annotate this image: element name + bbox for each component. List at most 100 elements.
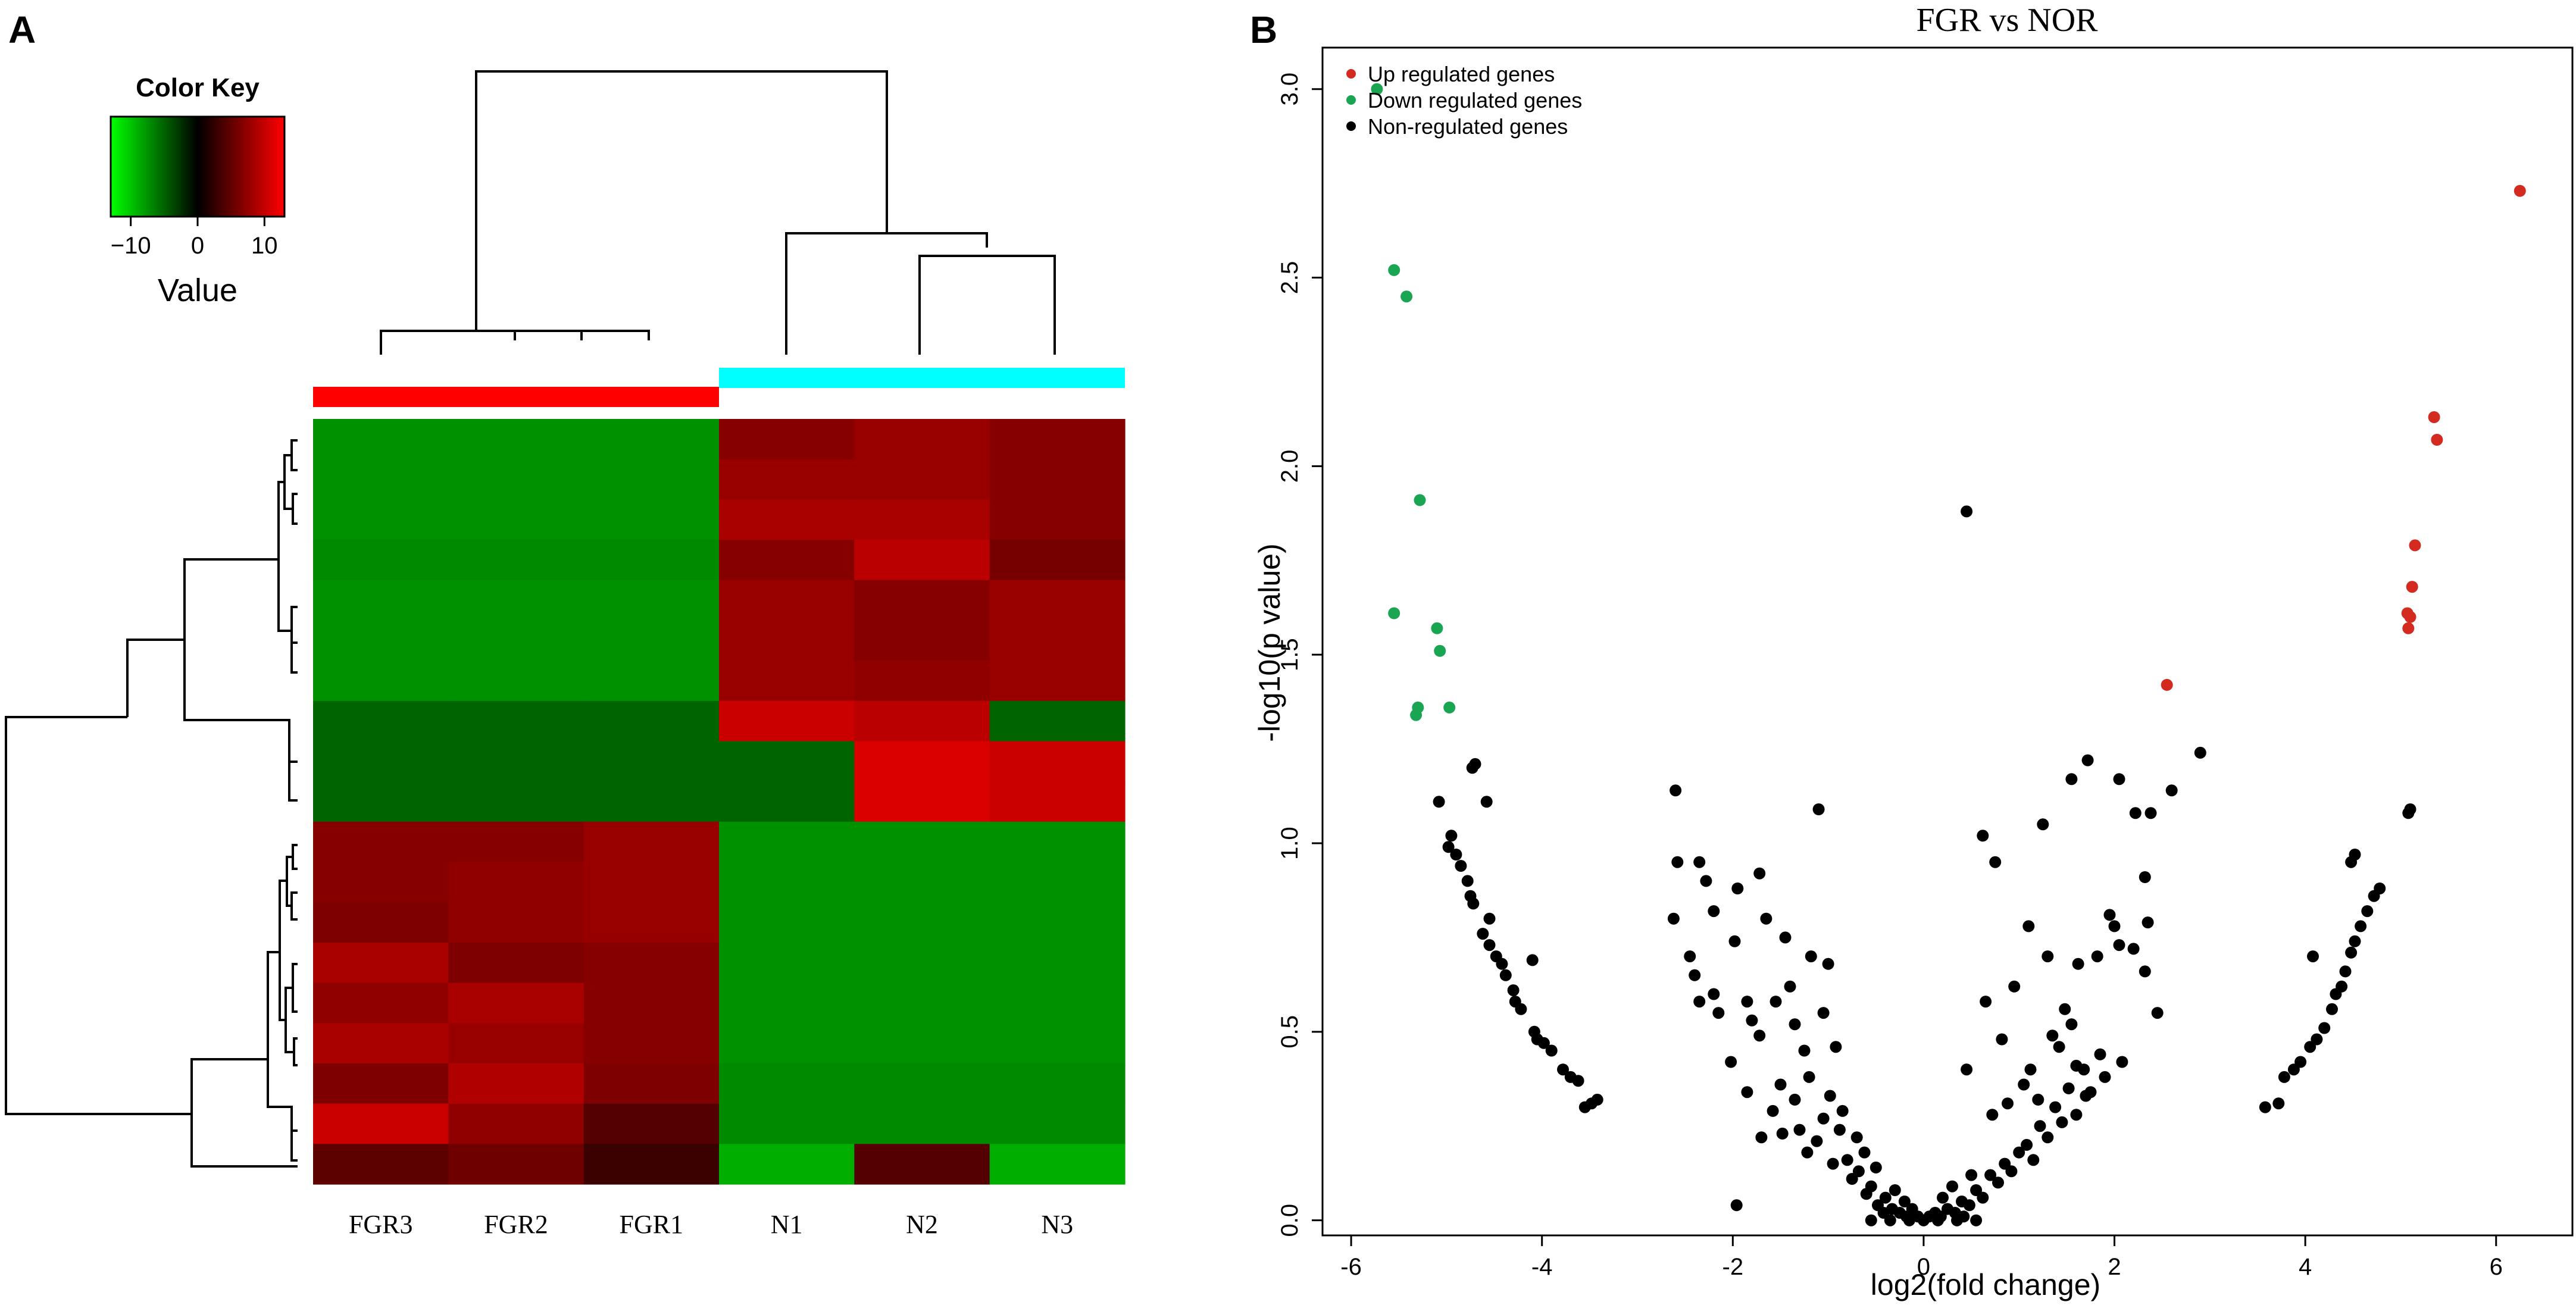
heatmap-cell bbox=[448, 620, 584, 661]
column-dendrogram bbox=[380, 70, 1056, 355]
non-gene-point bbox=[2374, 883, 2386, 894]
non-gene-point bbox=[1557, 1063, 1569, 1076]
heatmap-cell bbox=[448, 821, 584, 863]
color-key: Color Key −10 0 10 Value bbox=[110, 73, 286, 308]
non-gene-point bbox=[1755, 1131, 1768, 1144]
heatmap-cell bbox=[719, 459, 855, 500]
heatmap-cell bbox=[854, 1023, 990, 1064]
x-tick-label: 6 bbox=[2490, 1254, 2503, 1280]
non-gene-point bbox=[1670, 784, 1682, 797]
non-gene-point bbox=[1852, 1165, 1865, 1178]
heatmap-cell bbox=[989, 620, 1126, 661]
non-gene-point bbox=[1708, 905, 1720, 918]
non-gene-point bbox=[2046, 1029, 2059, 1042]
heatmap-cell bbox=[989, 1023, 1126, 1064]
heatmap-cell bbox=[854, 942, 990, 984]
non-gene-point bbox=[1798, 1044, 1811, 1057]
x-tick-label: 4 bbox=[2299, 1254, 2312, 1280]
non-gene-point bbox=[1977, 1191, 1989, 1204]
non-gene-point bbox=[2065, 773, 2078, 786]
y-tick-label: 1.5 bbox=[1277, 638, 1303, 671]
non-gene-point bbox=[2142, 916, 2154, 929]
non-gene-point bbox=[1774, 1078, 1787, 1091]
non-gene-point bbox=[1865, 1180, 1877, 1193]
up-gene-point bbox=[2404, 611, 2416, 623]
non-gene-point bbox=[2062, 1082, 2075, 1094]
volcano-points bbox=[1371, 83, 2526, 1226]
x-tick-label: 2 bbox=[2108, 1254, 2121, 1280]
heatmap-cell bbox=[989, 862, 1126, 903]
non-gene-point bbox=[2078, 1063, 2090, 1076]
non-gene-point bbox=[2005, 1165, 2018, 1178]
heatmap-cell bbox=[719, 499, 855, 540]
heatmap-cell bbox=[583, 781, 720, 822]
non-gene-point bbox=[1932, 1214, 1944, 1226]
heatmap-cell bbox=[448, 1063, 584, 1104]
non-gene-point bbox=[1865, 1214, 1877, 1226]
legend-label-up: Up regulated genes bbox=[1368, 62, 1555, 86]
y-axis-label: -log10(p value) bbox=[1253, 543, 1286, 742]
down-gene-point bbox=[1371, 83, 1383, 95]
heatmap-cell bbox=[719, 1144, 855, 1185]
heatmap-cell bbox=[583, 540, 720, 581]
non-gene-point bbox=[1801, 1146, 1814, 1159]
non-gene-point bbox=[1812, 803, 1825, 815]
non-gene-point bbox=[1977, 830, 1989, 842]
heatmap-cell bbox=[313, 1023, 449, 1064]
non-gene-point bbox=[1455, 860, 1467, 872]
non-gene-point bbox=[2094, 1048, 2106, 1060]
non-gene-point bbox=[1889, 1184, 1901, 1196]
heatmap-cell bbox=[448, 1103, 584, 1144]
non-gene-point bbox=[1827, 1157, 1839, 1170]
heatmap-cell bbox=[989, 700, 1126, 742]
heatmap-cell bbox=[854, 862, 990, 903]
non-gene-point bbox=[1789, 1018, 1801, 1031]
non-gene-point bbox=[2259, 1101, 2271, 1113]
heatmap-cell bbox=[313, 942, 449, 984]
heatmap-cell bbox=[989, 419, 1126, 460]
non-gene-point bbox=[2103, 909, 2116, 921]
heatmap-cell bbox=[313, 459, 449, 500]
heatmap-cells bbox=[313, 419, 1126, 1185]
non-gene-point bbox=[1725, 1056, 1737, 1068]
non-gene-point bbox=[1836, 1104, 1849, 1117]
non-gene-point bbox=[1965, 1169, 1978, 1181]
non-gene-point bbox=[2311, 1033, 2323, 1046]
heatmap-cell bbox=[448, 942, 584, 984]
non-gene-point bbox=[2018, 1078, 2030, 1091]
non-gene-point bbox=[2024, 1063, 2037, 1076]
non-gene-point bbox=[2072, 957, 2084, 970]
non-gene-point bbox=[1496, 957, 1508, 970]
non-gene-point bbox=[1833, 1124, 1846, 1136]
up-gene-point bbox=[2161, 678, 2173, 691]
color-key-value-label: Value bbox=[158, 273, 237, 308]
down-gene-point bbox=[1431, 622, 1443, 634]
heatmap-cell bbox=[448, 419, 584, 460]
down-gene-point bbox=[1400, 290, 1413, 303]
heatmap-cell bbox=[854, 620, 990, 661]
non-gene-point bbox=[2349, 935, 2361, 947]
non-gene-point bbox=[2194, 746, 2206, 759]
non-gene-point bbox=[1515, 1003, 1527, 1015]
non-gene-point bbox=[1817, 1112, 1830, 1125]
heatmap-cell bbox=[854, 661, 990, 702]
non-gene-point bbox=[2049, 1101, 2062, 1113]
non-gene-point bbox=[2056, 1116, 2068, 1128]
heatmap-cell bbox=[448, 459, 584, 500]
heatmap-cell bbox=[583, 982, 720, 1024]
heatmap-cell bbox=[448, 1023, 584, 1064]
non-gene-point bbox=[2278, 1071, 2290, 1083]
non-gene-point bbox=[2361, 905, 2374, 918]
heatmap-cell bbox=[719, 620, 855, 661]
heatmap-cell bbox=[719, 580, 855, 621]
heatmap-cell bbox=[313, 982, 449, 1024]
heatmap-cell bbox=[719, 1023, 855, 1064]
heatmap-cell bbox=[719, 781, 855, 822]
heatmap-cell bbox=[854, 1144, 990, 1185]
non-gene-point bbox=[1467, 897, 1480, 910]
non-gene-point bbox=[2165, 784, 2178, 797]
heatmap-cell bbox=[448, 862, 584, 903]
heatmap-cell bbox=[854, 1063, 990, 1104]
non-gene-point bbox=[1753, 1029, 1766, 1042]
non-gene-point bbox=[1986, 1109, 1999, 1121]
